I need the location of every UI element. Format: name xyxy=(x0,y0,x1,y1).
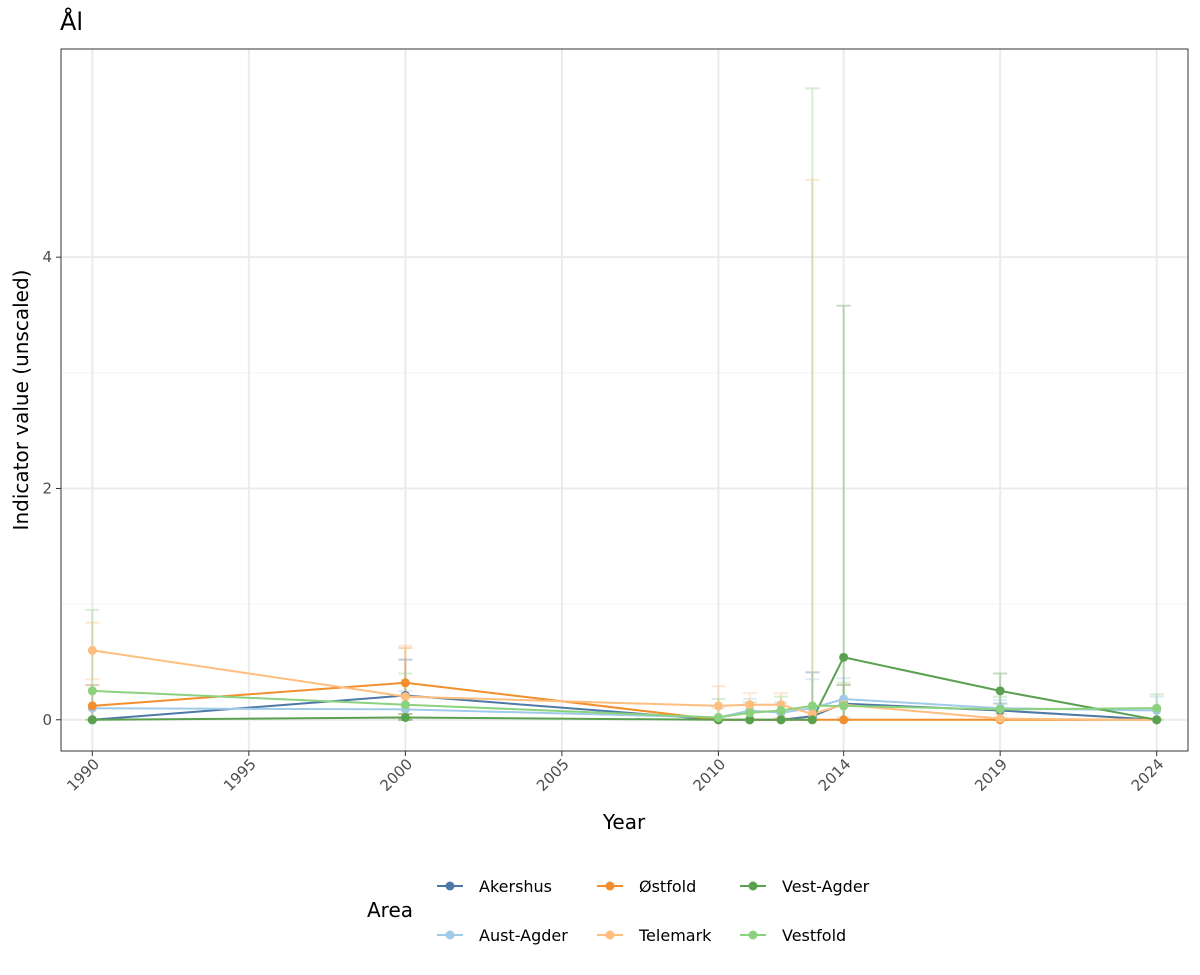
legend-item--stfold: Østfold xyxy=(597,877,696,896)
data-point-vestfold xyxy=(87,686,97,696)
data-point--stfold xyxy=(400,678,410,688)
data-point-vest-agder xyxy=(1152,715,1162,725)
data-point-vest-agder xyxy=(87,715,97,725)
data-point-vest-agder xyxy=(839,652,849,662)
chart-title: Ål xyxy=(60,7,83,36)
x-tick-label: 1995 xyxy=(220,755,260,795)
legend-item-aust-agder: Aust-Agder xyxy=(437,926,568,945)
legend-item-vest-agder: Vest-Agder xyxy=(740,877,870,896)
legend-key-point xyxy=(748,930,758,940)
plot-panel xyxy=(61,49,1188,751)
x-tick-label: 2024 xyxy=(1128,755,1168,795)
data-point-vestfold xyxy=(1152,703,1162,713)
legend-title: Area xyxy=(367,898,413,922)
legend-item-vestfold: Vestfold xyxy=(740,926,846,945)
data-point-vest-agder xyxy=(995,686,1005,696)
x-axis-ticks: 1990 1995 2000 2005 2010 2014 2019 2024 xyxy=(63,751,1168,795)
data-point-telemark xyxy=(713,701,723,711)
legend-key-point xyxy=(605,930,615,940)
series-points xyxy=(87,645,1162,725)
data-point-vest-agder xyxy=(745,715,755,725)
data-point-vestfold xyxy=(400,700,410,710)
legend-item-akershus: Akershus xyxy=(437,877,552,896)
x-tick-label: 1990 xyxy=(63,755,103,795)
data-point-vestfold xyxy=(839,701,849,711)
data-point-vest-agder xyxy=(776,715,786,725)
legend-label: Østfold xyxy=(639,877,696,896)
plot-border xyxy=(60,48,1189,752)
legend-key-point xyxy=(748,881,758,891)
data-point-vestfold xyxy=(713,712,723,722)
x-axis-title: Year xyxy=(602,810,646,834)
data-point--stfold xyxy=(839,715,849,725)
data-point-vestfold xyxy=(745,708,755,718)
x-tick-label: 2005 xyxy=(533,755,573,795)
data-point-vestfold xyxy=(807,701,817,711)
x-tick-label: 2010 xyxy=(690,755,730,795)
legend-label: Vest-Agder xyxy=(782,877,870,896)
data-point-telemark xyxy=(400,692,410,702)
legend-item-telemark: Telemark xyxy=(597,926,712,945)
x-tick-label: 2019 xyxy=(971,755,1011,795)
legend: Area Akershus Aust-Agder Østfold Telemark Ve… xyxy=(367,877,870,945)
y-tick-label: 4 xyxy=(42,248,52,266)
legend-key-point xyxy=(445,881,455,891)
legend-label: Aust-Agder xyxy=(479,926,568,945)
y-tick-label: 0 xyxy=(42,711,52,729)
data-point--stfold xyxy=(87,701,97,711)
data-point-telemark xyxy=(745,700,755,710)
y-axis-ticks: 0 2 4 xyxy=(42,248,61,729)
legend-label: Telemark xyxy=(638,926,712,945)
legend-key-point xyxy=(605,881,615,891)
y-tick-label: 2 xyxy=(42,479,52,497)
data-point-vestfold xyxy=(776,706,786,716)
data-point-vest-agder xyxy=(807,715,817,725)
data-point-telemark xyxy=(87,645,97,655)
legend-key-point xyxy=(445,930,455,940)
y-axis-title: Indicator value (unscaled) xyxy=(9,270,33,531)
grid-lines xyxy=(61,49,1188,751)
data-point-vestfold xyxy=(995,704,1005,714)
x-tick-label: 2014 xyxy=(815,755,855,795)
data-point-telemark xyxy=(995,714,1005,724)
legend-label: Vestfold xyxy=(782,926,846,945)
data-point-vest-agder xyxy=(400,712,410,722)
legend-label: Akershus xyxy=(479,877,552,896)
x-tick-label: 2000 xyxy=(376,755,416,795)
